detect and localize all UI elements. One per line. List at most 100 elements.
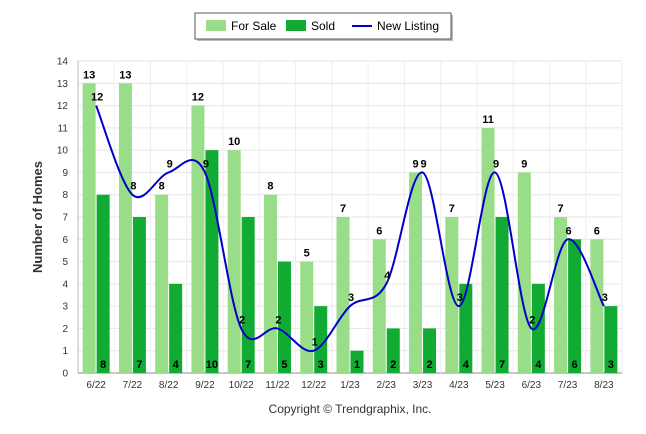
data-label-sold: 7	[499, 359, 505, 371]
bar-for-sale	[191, 105, 205, 374]
y-tick-label: 13	[57, 79, 69, 90]
bar-sold	[96, 194, 110, 373]
bar-sold	[531, 283, 545, 373]
x-tick-label: 1/23	[340, 380, 360, 391]
data-label-for-sale: 11	[482, 114, 494, 126]
legend-label-new-listing: New Listing	[377, 19, 439, 33]
x-tick-label: 9/22	[195, 380, 215, 391]
bar-for-sale	[372, 239, 386, 373]
y-tick-label: 3	[62, 302, 68, 313]
bar-sold	[277, 261, 291, 373]
bar-for-sale	[481, 127, 495, 373]
data-label-new-listing: 3	[348, 292, 354, 304]
data-label-for-sale: 7	[340, 203, 346, 215]
y-tick-label: 1	[62, 346, 68, 357]
data-label-for-sale: 13	[83, 69, 95, 81]
data-label-for-sale: 9	[521, 158, 527, 170]
bar-sold	[386, 328, 400, 373]
bar-sold	[459, 283, 473, 373]
x-tick-label: 8/23	[594, 380, 614, 391]
bar-for-sale	[155, 194, 169, 373]
data-label-new-listing: 2	[275, 314, 281, 326]
data-label-new-listing: 9	[203, 158, 209, 170]
legend-label-for-sale: For Sale	[231, 19, 277, 33]
x-tick-label: 5/23	[485, 380, 505, 391]
y-tick-label: 7	[62, 213, 68, 224]
data-label-new-listing: 4	[384, 270, 391, 282]
bar-for-sale	[336, 217, 350, 373]
data-label-new-listing: 2	[529, 314, 535, 326]
x-tick-label: 3/23	[413, 380, 433, 391]
y-tick-label: 0	[62, 369, 68, 380]
x-tick-label: 7/22	[123, 380, 143, 391]
bar-sold	[205, 150, 219, 373]
data-label-sold: 8	[100, 359, 106, 371]
x-tick-label: 12/22	[301, 380, 326, 391]
data-label-sold: 4	[463, 359, 470, 371]
data-label-for-sale: 6	[376, 225, 382, 237]
x-tick-label: 7/23	[558, 380, 578, 391]
data-label-new-listing: 3	[602, 292, 608, 304]
data-label-sold: 5	[281, 359, 287, 371]
legend-box	[194, 12, 452, 40]
data-label-new-listing: 6	[566, 225, 572, 237]
bar-sold	[241, 217, 255, 373]
data-label-sold: 2	[426, 359, 432, 371]
data-label-for-sale: 9	[412, 158, 418, 170]
line-new-listing	[95, 105, 605, 352]
y-axis-label: Number of Homes	[30, 161, 45, 273]
bar-for-sale	[82, 83, 96, 374]
data-label-sold: 2	[390, 359, 396, 371]
y-tick-label: 2	[62, 324, 68, 335]
bars	[82, 83, 618, 374]
legend-swatch-sold	[286, 20, 306, 31]
data-label-sold: 7	[245, 359, 251, 371]
data-label-new-listing: 8	[130, 181, 136, 193]
bar-sold	[169, 283, 183, 373]
data-label-for-sale: 7	[449, 203, 455, 215]
bar-sold	[423, 328, 437, 373]
data-label-for-sale: 10	[228, 136, 240, 148]
bar-for-sale	[409, 172, 423, 373]
bar-for-sale	[118, 83, 132, 374]
line-series	[95, 105, 605, 352]
data-label-new-listing: 3	[457, 292, 463, 304]
data-label-sold: 7	[136, 359, 142, 371]
y-tick-label: 5	[62, 257, 68, 268]
bar-sold	[314, 306, 328, 373]
bar-for-sale	[517, 172, 531, 373]
data-label-new-listing: 1	[312, 337, 318, 349]
data-label-for-sale: 12	[192, 92, 204, 104]
data-label-sold: 3	[318, 359, 324, 371]
data-label-new-listing: 9	[167, 158, 173, 170]
y-tick-label: 6	[62, 235, 68, 246]
y-tick-label: 4	[62, 279, 68, 290]
x-tick-label: 8/22	[159, 380, 179, 391]
bar-sold	[604, 306, 618, 373]
x-tick-label: 6/22	[86, 380, 106, 391]
data-label-for-sale: 13	[119, 69, 131, 81]
data-label-sold: 4	[173, 359, 180, 371]
bar-sold	[132, 217, 146, 373]
y-tick-label: 12	[57, 101, 69, 112]
data-label-for-sale: 6	[594, 225, 600, 237]
data-label-for-sale: 8	[159, 181, 165, 193]
y-tick-label: 10	[57, 146, 69, 157]
bar-sold	[495, 217, 509, 373]
data-label-sold: 4	[535, 359, 542, 371]
bar-for-sale	[554, 217, 568, 373]
data-label-new-listing: 2	[239, 314, 245, 326]
data-label-new-listing: 12	[91, 92, 103, 104]
x-tick-label: 2/23	[377, 380, 397, 391]
data-label-for-sale: 5	[304, 248, 310, 260]
y-tick-label: 14	[57, 57, 69, 68]
y-tick-label: 11	[58, 123, 69, 134]
data-label-for-sale: 8	[267, 181, 273, 193]
data-label-new-listing: 9	[420, 158, 426, 170]
bar-for-sale	[590, 239, 604, 373]
data-label-new-listing: 9	[493, 158, 499, 170]
y-tick-label: 8	[62, 190, 68, 201]
